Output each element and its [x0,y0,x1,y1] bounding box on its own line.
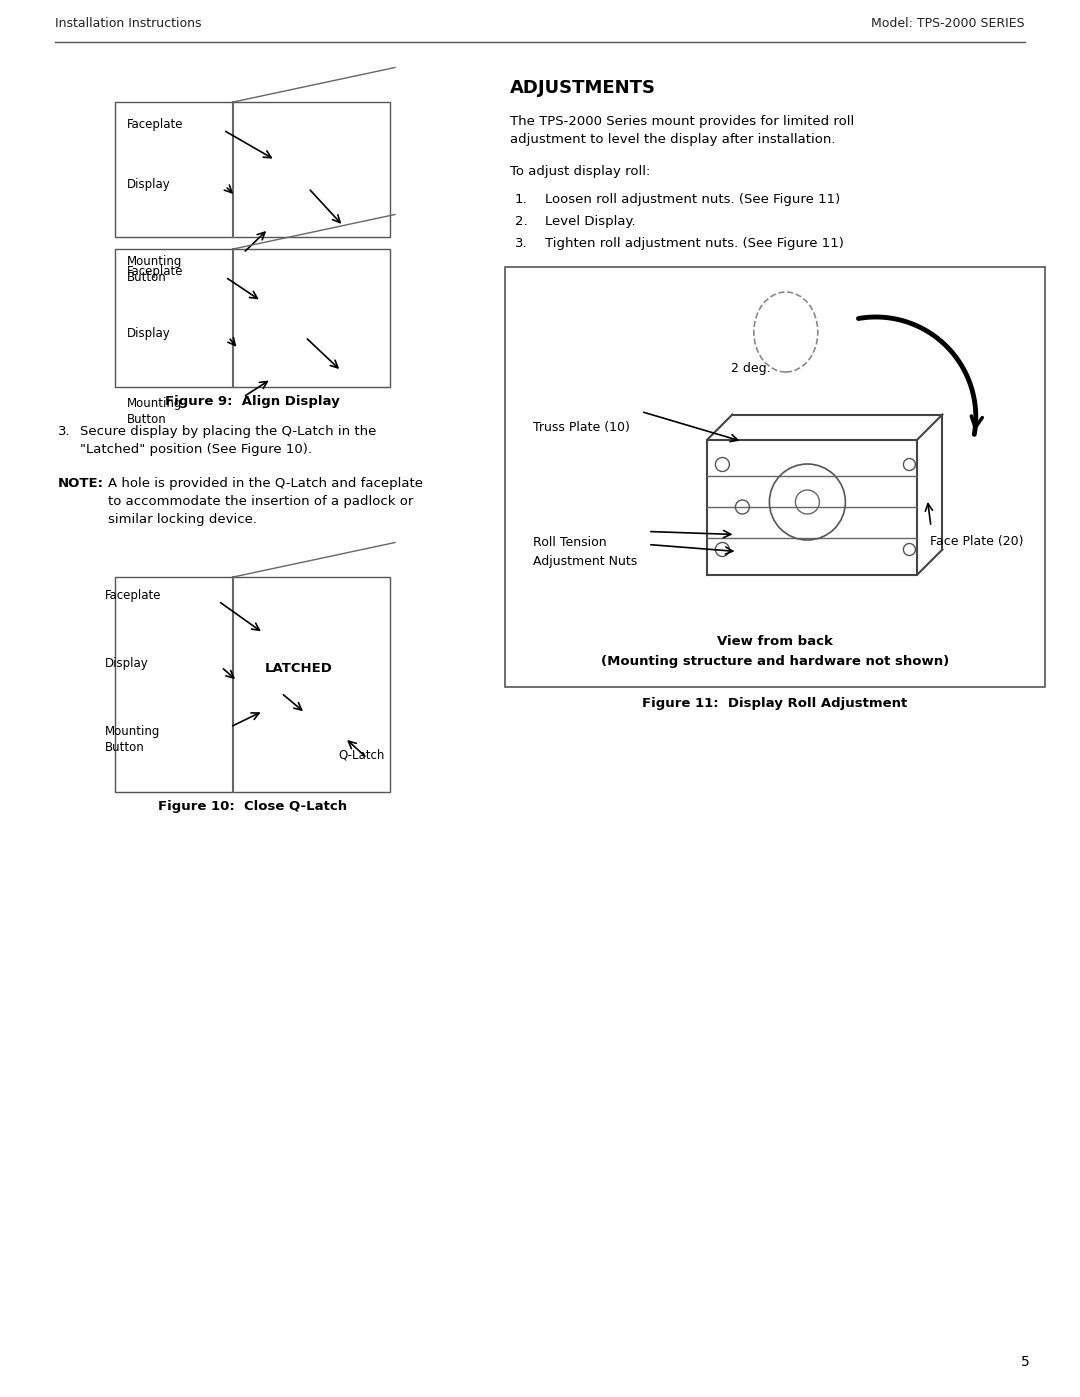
Text: Model: TPS-2000 SERIES: Model: TPS-2000 SERIES [872,17,1025,29]
Bar [114,249,390,387]
Text: 2 deg.: 2 deg. [731,362,770,374]
Text: Face Plate (20): Face Plate (20) [930,535,1023,548]
Bar [114,102,390,237]
Text: Adjustment Nuts: Adjustment Nuts [534,555,637,567]
Text: Faceplate: Faceplate [105,590,162,602]
Text: Mounting
Button: Mounting Button [127,256,183,284]
Text: 3.: 3. [58,425,70,439]
Text: Faceplate: Faceplate [127,265,184,278]
Text: Figure 9:  Align Display: Figure 9: Align Display [165,395,340,408]
Text: ADJUSTMENTS: ADJUSTMENTS [510,80,656,96]
Text: NOTE:: NOTE: [58,476,104,490]
Text: View from back: View from back [717,636,833,648]
Text: Faceplate: Faceplate [127,117,184,131]
Text: Figure 10:  Close Q-Latch: Figure 10: Close Q-Latch [158,800,347,813]
Text: Installation Instructions: Installation Instructions [55,17,202,29]
Text: Roll Tension: Roll Tension [534,536,607,549]
Text: Display: Display [105,657,149,671]
Text: Display: Display [127,177,171,191]
Text: Q-Latch: Q-Latch [339,749,384,761]
Text: "Latched" position (See Figure 10).: "Latched" position (See Figure 10). [80,443,312,455]
Text: 5: 5 [1022,1355,1030,1369]
Bar [114,577,390,792]
Text: 2.: 2. [515,215,528,228]
Bar [505,267,1045,687]
Text: Secure display by placing the Q-Latch in the: Secure display by placing the Q-Latch in… [80,425,376,439]
Text: Tighten roll adjustment nuts. (See Figure 11): Tighten roll adjustment nuts. (See Figur… [545,237,843,250]
Text: Loosen roll adjustment nuts. (See Figure 11): Loosen roll adjustment nuts. (See Figure… [545,193,840,205]
Text: Display: Display [127,327,171,339]
Text: Truss Plate (10): Truss Plate (10) [534,422,630,434]
Text: (Mounting structure and hardware not shown): (Mounting structure and hardware not sho… [600,655,949,668]
Text: Figure 11:  Display Roll Adjustment: Figure 11: Display Roll Adjustment [643,697,907,710]
Text: similar locking device.: similar locking device. [108,513,257,527]
Text: Mounting
Button: Mounting Button [105,725,160,754]
Text: The TPS-2000 Series mount provides for limited roll: The TPS-2000 Series mount provides for l… [510,115,854,129]
Text: LATCHED: LATCHED [265,662,333,675]
Text: Level Display.: Level Display. [545,215,636,228]
Text: To adjust display roll:: To adjust display roll: [510,165,650,177]
Text: Mounting
Button: Mounting Button [127,397,183,426]
Text: 3.: 3. [515,237,528,250]
Text: to accommodate the insertion of a padlock or: to accommodate the insertion of a padloc… [108,495,414,509]
Text: adjustment to level the display after installation.: adjustment to level the display after in… [510,133,836,147]
Text: A hole is provided in the Q-Latch and faceplate: A hole is provided in the Q-Latch and fa… [108,476,423,490]
Text: 1.: 1. [515,193,528,205]
